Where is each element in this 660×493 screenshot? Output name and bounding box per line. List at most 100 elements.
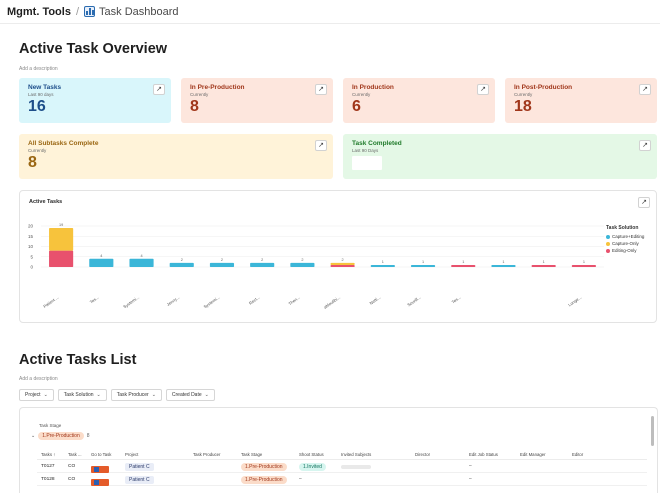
card-subtitle: Last 90 Days [352, 148, 379, 153]
x-tick-label: Patient ... [42, 295, 59, 309]
bar-segment [370, 264, 395, 267]
tasks-table-panel: Task Stage ⌄ 1.Pre-Production 8 Tasks ↑ … [19, 407, 658, 493]
bar-segment [571, 264, 596, 267]
filter-task-producer[interactable]: Task Producer ⌄ [110, 389, 162, 401]
card-task-completed[interactable]: Task Completed Last 90 Days ↗ [343, 134, 657, 179]
x-tick-label: Systemi... [122, 295, 140, 310]
filter-label: Project [25, 392, 41, 398]
column-header[interactable]: Director [415, 452, 431, 457]
card-subtitle: Currently [352, 92, 371, 97]
chevron-down-icon: ⌄ [43, 392, 48, 398]
card-post-production[interactable]: In Post-Production Currently 18 ↗ [505, 78, 657, 123]
legend-item[interactable]: Capture-Only [606, 241, 644, 246]
column-header[interactable]: Go to Task [91, 452, 112, 457]
group-pill: 1.Pre-Production [38, 432, 84, 440]
card-title: New Tasks [28, 84, 62, 91]
list-title: Active Tasks List [19, 352, 137, 368]
x-tick-label: Systemi... [203, 295, 221, 310]
overview-description[interactable]: Add a description [19, 66, 58, 72]
card-title: In Production [352, 84, 394, 91]
filter-label: Task Producer [116, 392, 149, 398]
bar-segment [209, 262, 235, 267]
table-row[interactable]: T0128 CO Patient C 1.Pre-Production – – [37, 474, 647, 486]
vertical-scrollbar[interactable] [651, 416, 654, 446]
filter-created-date[interactable]: Created Date ⌄ [165, 389, 215, 401]
open-icon[interactable]: ↗ [153, 84, 165, 95]
y-tick-label: 20 [28, 224, 34, 229]
card-value: 6 [352, 98, 361, 115]
table-header: Tasks ↑ Task ... Go to Task Project Task… [37, 450, 647, 460]
legend-label: Capture+Editing [612, 234, 645, 239]
filter-label: Created Date [171, 392, 202, 398]
data-label: 1 [382, 260, 384, 264]
data-label: 2 [181, 258, 183, 262]
card-value [352, 156, 382, 170]
project-chip[interactable]: Patient C [125, 476, 154, 484]
column-header[interactable]: Task ... [68, 452, 82, 457]
filter-project[interactable]: Project ⌄ [19, 389, 54, 401]
bar-segment [330, 264, 355, 267]
open-icon[interactable]: ↗ [638, 197, 650, 208]
legend-item[interactable]: Editing-Only [606, 248, 644, 253]
open-icon[interactable]: ↗ [639, 84, 651, 95]
breadcrumb-page[interactable]: Task Dashboard [99, 5, 179, 18]
data-label: 1 [543, 260, 545, 264]
breadcrumb: Mgmt. Tools / Task Dashboard [0, 0, 660, 24]
column-header[interactable]: Tasks ↑ [41, 452, 56, 457]
breadcrumb-separator: / [75, 5, 80, 18]
card-title: Task Completed [352, 140, 402, 147]
legend-dot [606, 248, 610, 253]
column-header[interactable]: Edit Manager [520, 452, 546, 457]
card-subtitle: Currently [28, 148, 47, 153]
column-header[interactable]: Task Producer [193, 452, 221, 457]
column-header[interactable]: Editor [572, 452, 584, 457]
card-production[interactable]: In Production Currently 6 ↗ [343, 78, 495, 123]
data-label: 2 [261, 258, 263, 262]
card-subtitle: Last 90 days [28, 92, 54, 97]
card-subtitle: Currently [514, 92, 533, 97]
open-icon[interactable]: ↗ [315, 140, 327, 151]
card-title: In Post-Production [514, 84, 573, 91]
bar-segment [49, 250, 74, 267]
breadcrumb-org[interactable]: Mgmt. Tools [7, 5, 71, 18]
external-link-icon [91, 466, 109, 473]
invited-subjects-value [341, 465, 371, 469]
y-tick-label: 15 [28, 234, 34, 239]
y-tick-label: 0 [30, 265, 33, 270]
column-header[interactable]: Invited Subjects [341, 452, 372, 457]
card-new-tasks[interactable]: New Tasks Last 90 days 16 ↗ [19, 78, 171, 123]
list-description[interactable]: Add a description [19, 376, 58, 382]
x-tick-label: Jenny... [166, 295, 181, 307]
open-icon[interactable]: ↗ [315, 84, 327, 95]
open-icon[interactable]: ↗ [639, 140, 651, 151]
bar-segment [330, 262, 355, 265]
group-header[interactable]: ⌄ 1.Pre-Production 8 [31, 432, 90, 440]
bar-segment [290, 262, 315, 267]
column-header[interactable]: Task Stage [241, 452, 263, 457]
x-tick-label: aMoulibi... [323, 295, 342, 310]
task-type: CO [68, 477, 76, 482]
sort-asc-icon[interactable]: ↑ [53, 452, 56, 457]
card-pre-production[interactable]: In Pre-Production Currently 8 ↗ [181, 78, 333, 123]
filter-bar: Project ⌄ Task Solution ⌄ Task Producer ⌄ C… [19, 389, 215, 401]
task-id: T0127 [41, 464, 55, 469]
filter-label: Task Solution [63, 392, 94, 398]
column-header[interactable]: Shoot Status [299, 452, 324, 457]
x-tick-label: Tes... [451, 295, 462, 305]
column-header[interactable]: Edit Job Status [469, 452, 498, 457]
open-icon[interactable]: ↗ [477, 84, 489, 95]
project-chip[interactable]: Patient C [125, 463, 154, 471]
card-subtasks-complete[interactable]: All Subtasks Complete Currently 8 ↗ [19, 134, 333, 179]
data-label: 2 [342, 258, 344, 262]
legend-item[interactable]: Capture+Editing [606, 234, 644, 239]
legend-title: Task Solution [606, 225, 639, 231]
filter-task-solution[interactable]: Task Solution ⌄ [57, 389, 107, 401]
column-header[interactable]: Project [125, 452, 139, 457]
table-row[interactable]: T0127 CO Patient C 1.Pre-Production 1.In… [37, 461, 647, 473]
task-id: T0128 [41, 477, 55, 482]
chevron-down-icon[interactable]: ⌄ [31, 433, 36, 439]
card-value: 8 [190, 98, 199, 115]
active-tasks-bar-chart: 20 15 10 5 0 19 Patient ... 4 Tes... 4 Systemi... 2… [28, 223, 604, 310]
x-tick-label: Longe... [567, 295, 582, 308]
legend-dot [606, 241, 610, 246]
